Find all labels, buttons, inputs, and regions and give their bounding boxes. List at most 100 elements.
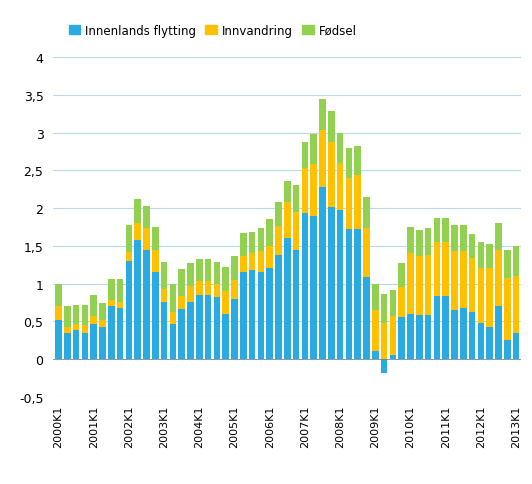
Bar — [55, 284, 62, 306]
Bar — [443, 218, 449, 242]
Bar — [434, 297, 440, 359]
Legend: Innenlands flytting, Innvandring, Fødsel: Innenlands flytting, Innvandring, Fødsel — [64, 20, 362, 42]
Bar — [513, 333, 519, 359]
Bar — [319, 188, 326, 359]
Bar — [249, 233, 255, 254]
Bar — [275, 256, 282, 359]
Bar — [389, 355, 396, 359]
Bar — [249, 271, 255, 359]
Bar — [205, 259, 211, 282]
Bar — [486, 327, 493, 359]
Bar — [267, 246, 273, 269]
Bar — [469, 258, 476, 313]
Bar — [152, 227, 159, 250]
Bar — [178, 270, 185, 296]
Bar — [460, 308, 467, 359]
Bar — [319, 100, 326, 131]
Bar — [135, 199, 141, 224]
Bar — [469, 313, 476, 359]
Bar — [108, 279, 114, 301]
Bar — [407, 254, 414, 314]
Bar — [178, 296, 185, 310]
Bar — [337, 210, 343, 359]
Bar — [99, 328, 106, 359]
Bar — [213, 298, 220, 359]
Bar — [73, 325, 79, 331]
Bar — [381, 294, 387, 323]
Bar — [284, 239, 290, 359]
Bar — [187, 286, 194, 303]
Bar — [222, 314, 229, 359]
Bar — [416, 257, 422, 316]
Bar — [249, 254, 255, 271]
Bar — [504, 340, 511, 359]
Bar — [389, 317, 396, 355]
Bar — [460, 252, 467, 308]
Bar — [240, 256, 246, 272]
Bar — [99, 303, 106, 320]
Bar — [143, 206, 150, 229]
Bar — [126, 226, 132, 252]
Bar — [346, 230, 352, 359]
Bar — [443, 297, 449, 359]
Bar — [240, 233, 246, 256]
Bar — [99, 320, 106, 328]
Bar — [135, 224, 141, 240]
Bar — [161, 289, 168, 303]
Bar — [64, 306, 71, 327]
Bar — [381, 359, 387, 373]
Bar — [178, 310, 185, 359]
Bar — [231, 256, 238, 280]
Bar — [513, 246, 519, 276]
Bar — [81, 333, 88, 359]
Bar — [275, 203, 282, 227]
Bar — [495, 224, 502, 250]
Bar — [398, 264, 405, 287]
Bar — [363, 278, 370, 359]
Bar — [451, 252, 458, 310]
Bar — [310, 165, 317, 216]
Bar — [143, 250, 150, 359]
Bar — [451, 225, 458, 252]
Bar — [55, 320, 62, 359]
Bar — [55, 306, 62, 320]
Bar — [64, 327, 71, 333]
Bar — [213, 284, 220, 298]
Bar — [363, 229, 370, 278]
Bar — [90, 317, 97, 324]
Bar — [398, 318, 405, 359]
Bar — [161, 263, 168, 289]
Bar — [478, 242, 484, 269]
Bar — [187, 303, 194, 359]
Bar — [389, 290, 396, 317]
Bar — [354, 147, 361, 176]
Bar — [293, 212, 300, 250]
Bar — [257, 229, 264, 252]
Bar — [267, 220, 273, 246]
Bar — [187, 264, 194, 286]
Bar — [469, 234, 476, 258]
Bar — [135, 240, 141, 359]
Bar — [513, 276, 519, 333]
Bar — [231, 299, 238, 359]
Bar — [486, 244, 493, 268]
Bar — [275, 227, 282, 256]
Bar — [302, 214, 308, 359]
Bar — [302, 169, 308, 214]
Bar — [310, 216, 317, 359]
Bar — [170, 284, 176, 313]
Bar — [117, 302, 123, 308]
Bar — [407, 314, 414, 359]
Bar — [222, 267, 229, 291]
Bar — [372, 284, 379, 310]
Bar — [363, 197, 370, 229]
Bar — [328, 143, 335, 207]
Bar — [310, 135, 317, 165]
Bar — [108, 301, 114, 306]
Bar — [372, 352, 379, 359]
Bar — [346, 179, 352, 230]
Bar — [434, 242, 440, 297]
Bar — [416, 230, 422, 257]
Bar — [222, 291, 229, 314]
Bar — [64, 333, 71, 359]
